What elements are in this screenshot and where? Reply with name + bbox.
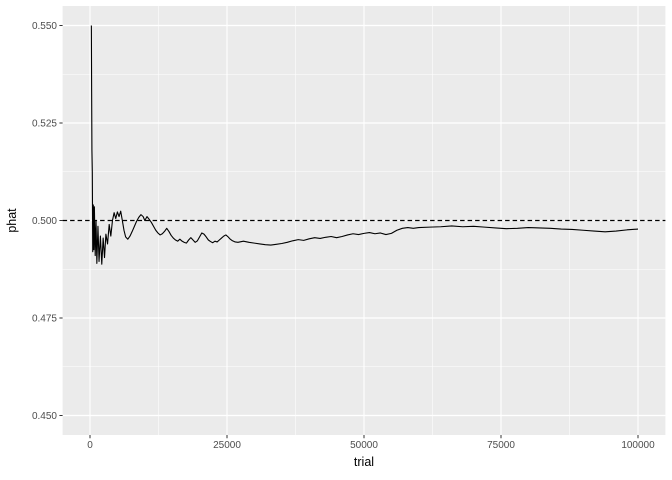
x-tick-label: 50000 xyxy=(350,440,378,451)
y-tick-label: 0.475 xyxy=(32,314,57,325)
x-tick-label: 0 xyxy=(87,440,93,451)
x-tick-label: 100000 xyxy=(621,440,655,451)
y-tick-label: 0.550 xyxy=(32,21,57,32)
y-tick-label: 0.450 xyxy=(32,411,57,422)
x-tick-label: 75000 xyxy=(487,440,515,451)
phat-series-line xyxy=(90,25,639,265)
y-axis-title: phat xyxy=(5,208,19,233)
y-tick-label: 0.525 xyxy=(32,119,57,130)
x-axis-title: trial xyxy=(354,455,374,469)
x-axis-tick-labels: 0 25000 50000 75000 100000 xyxy=(87,440,655,451)
y-tick-label: 0.500 xyxy=(32,216,57,227)
y-axis-tick-labels: 0.450 0.475 0.500 0.525 0.550 xyxy=(32,21,57,422)
x-tick-label: 25000 xyxy=(213,440,241,451)
axis-tick-marks xyxy=(59,25,639,439)
